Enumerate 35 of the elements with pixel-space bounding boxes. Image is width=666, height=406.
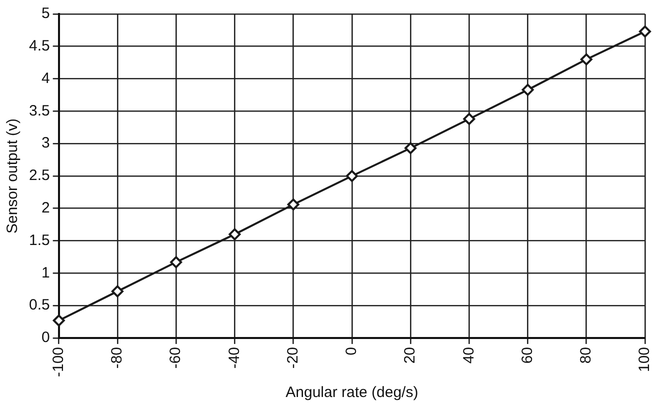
point [404,142,417,154]
point [111,285,124,298]
x-tick-label: 0 [343,346,360,356]
y-tick-label: 2 [42,200,50,217]
y-tick-label: 0 [42,329,50,346]
y-tick-label: 0.5 [28,296,50,314]
x-tick-label: -100 [50,346,67,378]
y-axis-title: Sensor output (v) [4,118,22,234]
x-tick-label: -60 [167,346,184,369]
point [52,314,65,326]
y-tick-label: 4 [42,70,50,87]
point [287,198,300,210]
y-tick-label: 3 [42,134,50,152]
x-tick-label: 100 [636,346,654,372]
point [228,228,241,240]
point [639,25,651,38]
y-tick-label: 2.5 [28,167,50,184]
y-tick-label: 3.5 [28,102,50,120]
point [580,53,592,66]
point [463,112,476,125]
x-tick-label: 80 [578,346,595,364]
x-tick-label: 40 [460,346,478,364]
point [522,84,534,96]
x-tick-label: 20 [402,346,419,364]
x-tick-label: 60 [518,346,536,364]
x-tick-label: -20 [284,346,302,369]
y-tick-label: 1 [42,264,50,282]
x-axis-title: Angular rate (deg/s) [286,384,418,402]
y-tick-label: 1.5 [28,232,50,249]
y-tick-label: 5 [42,5,50,22]
x-tick-label: -80 [108,346,126,369]
y-tick-label: 4.5 [28,38,50,55]
point [346,170,358,182]
point [170,256,182,268]
x-tick-label: -40 [226,346,243,369]
